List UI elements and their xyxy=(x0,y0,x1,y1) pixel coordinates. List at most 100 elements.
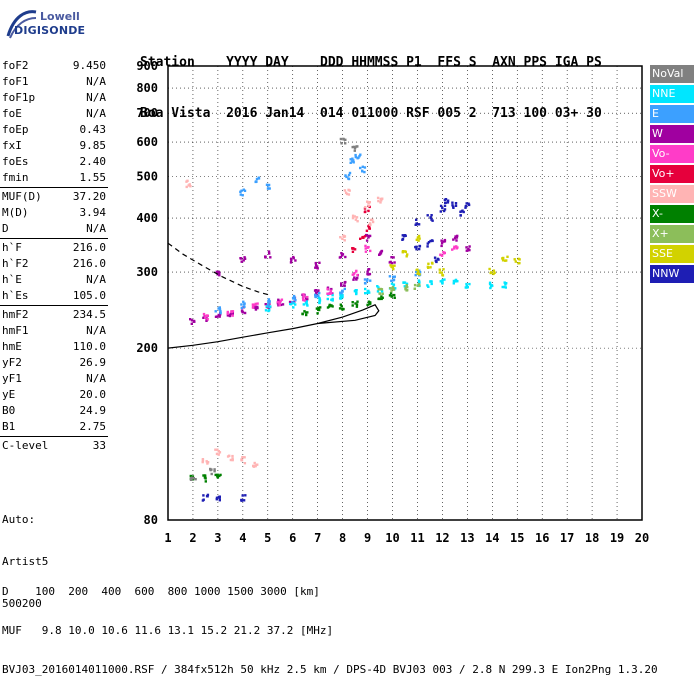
data-point xyxy=(306,295,309,299)
data-point xyxy=(267,187,270,190)
data-point xyxy=(380,295,383,298)
data-point xyxy=(251,303,255,306)
data-point xyxy=(426,265,430,269)
profile-solid-line xyxy=(167,304,380,349)
param-key: foF1p xyxy=(2,91,36,104)
y-tick-label: 200 xyxy=(136,341,158,355)
param-key: D xyxy=(2,222,9,235)
data-point xyxy=(440,271,443,274)
data-point xyxy=(231,310,235,313)
data-point xyxy=(438,271,442,274)
data-point xyxy=(267,250,271,253)
data-point xyxy=(376,285,379,288)
data-point xyxy=(353,276,356,279)
data-point xyxy=(417,270,420,273)
param-row: foF1 N/A xyxy=(0,74,110,90)
data-point xyxy=(363,170,366,174)
data-point xyxy=(446,199,450,202)
data-point xyxy=(441,278,444,282)
data-point xyxy=(413,283,417,287)
data-point xyxy=(344,174,347,177)
data-point xyxy=(406,253,409,256)
data-point xyxy=(268,306,271,309)
data-point xyxy=(505,282,508,285)
data-point xyxy=(317,306,320,310)
data-point xyxy=(343,287,346,291)
data-point xyxy=(452,282,455,285)
legend-entry-ssw: SSW xyxy=(650,185,694,203)
data-point xyxy=(363,166,367,169)
data-point xyxy=(344,255,347,259)
data-point xyxy=(513,258,516,261)
data-point xyxy=(454,202,458,205)
data-point xyxy=(341,295,344,299)
data-point xyxy=(415,245,418,248)
data-point xyxy=(380,290,384,293)
param-key: foF1 xyxy=(2,75,29,88)
data-point xyxy=(341,237,344,240)
data-point xyxy=(351,301,354,304)
data-point xyxy=(340,304,343,308)
logo-line2: DIGISONDE xyxy=(14,24,86,37)
param-key: C-level xyxy=(2,439,49,452)
data-point xyxy=(278,301,281,304)
data-point xyxy=(314,291,318,294)
data-point xyxy=(433,256,437,259)
data-point xyxy=(318,301,321,304)
data-point xyxy=(268,187,271,190)
data-point xyxy=(492,269,496,272)
data-point xyxy=(305,313,308,317)
data-point xyxy=(218,315,221,318)
data-point xyxy=(363,207,367,210)
data-point xyxy=(426,245,429,248)
data-point xyxy=(401,251,404,254)
data-point xyxy=(405,284,408,287)
param-key: B1 xyxy=(2,420,16,433)
x-tick-label: 6 xyxy=(289,531,296,545)
data-point xyxy=(294,259,297,262)
data-point xyxy=(243,311,247,315)
digisonde-swoosh-icon xyxy=(6,10,37,39)
data-point xyxy=(189,318,192,321)
data-point xyxy=(242,259,245,262)
data-point xyxy=(417,234,421,238)
data-point xyxy=(326,306,330,309)
data-point xyxy=(441,274,445,277)
x-tick-label: 4 xyxy=(239,531,246,545)
data-point xyxy=(503,285,506,289)
data-point xyxy=(217,307,220,310)
data-point xyxy=(239,257,242,260)
data-point xyxy=(356,220,359,223)
data-point xyxy=(453,245,456,248)
param-value: 2.40 xyxy=(79,155,107,168)
data-point xyxy=(465,282,468,286)
data-point xyxy=(368,272,372,276)
data-point xyxy=(354,302,357,305)
data-point xyxy=(345,192,349,196)
data-point xyxy=(289,261,293,264)
data-point xyxy=(326,286,330,289)
data-point xyxy=(467,247,470,251)
data-point xyxy=(339,137,343,141)
data-point xyxy=(355,289,358,292)
legend-entry-noval: NoVal xyxy=(650,65,694,83)
data-point xyxy=(446,201,450,204)
data-point xyxy=(264,256,267,259)
data-point xyxy=(361,165,364,168)
data-point xyxy=(430,239,434,242)
legend-entry-w: W xyxy=(650,125,694,143)
data-point xyxy=(364,206,367,209)
data-point xyxy=(366,272,369,276)
y-tick-label: 80 xyxy=(144,513,158,527)
data-point xyxy=(202,494,205,497)
data-point xyxy=(345,175,348,179)
data-point xyxy=(369,279,372,282)
data-point xyxy=(392,267,395,271)
param-value: 216.0 xyxy=(72,241,106,254)
data-point xyxy=(277,298,280,301)
data-point xyxy=(218,308,222,311)
param-key: h`F2 xyxy=(2,257,29,270)
data-point xyxy=(339,297,342,300)
data-point xyxy=(393,261,396,264)
data-point xyxy=(416,284,419,287)
